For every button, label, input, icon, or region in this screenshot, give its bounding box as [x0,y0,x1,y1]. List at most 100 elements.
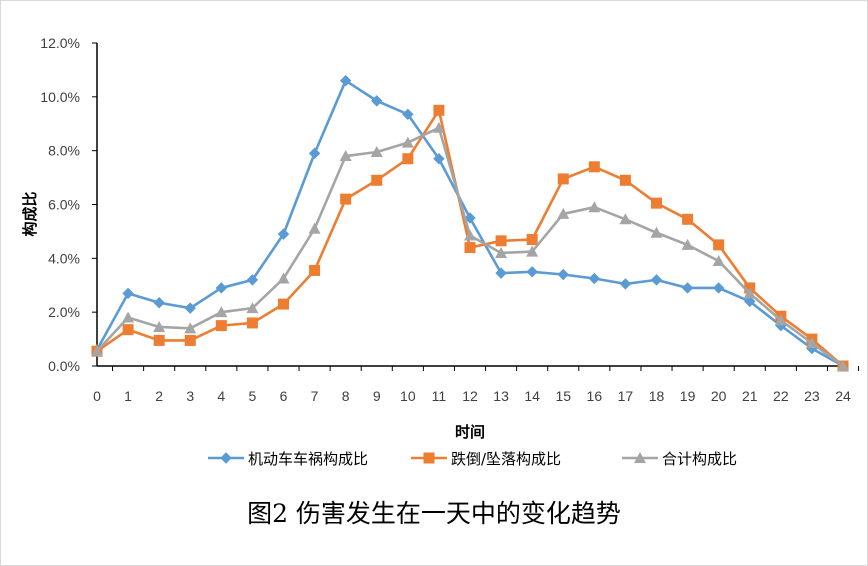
data-point [651,197,662,209]
legend-item: 机动车车祸构成比 [208,450,368,468]
data-point [619,278,632,290]
data-point [122,324,134,336]
x-tick-label: 11 [432,388,447,404]
x-tick-label: 2 [155,388,163,404]
data-point [215,282,228,294]
data-point [122,287,134,300]
x-tick-label: 12 [462,388,478,404]
data-point [557,268,569,281]
data-point [91,345,103,357]
data-point [557,173,569,185]
data-point [339,150,352,162]
series-layer [91,74,849,372]
legend-swatch-marker [634,452,646,463]
data-point [650,226,663,238]
data-point [277,272,290,284]
x-tick-label: 13 [493,388,509,404]
data-point [402,153,414,165]
x-tick-label: 3 [186,388,194,404]
x-tick-label: 24 [835,388,851,404]
data-point [681,282,694,294]
data-point [682,213,694,225]
data-point [805,337,818,349]
data-point [309,264,321,276]
data-point [588,161,600,173]
x-tick-label: 16 [587,388,603,404]
data-point [744,295,756,308]
data-point [743,287,756,299]
data-point [371,174,383,186]
y-tick-label: 2.0% [48,304,80,320]
data-point [153,297,165,309]
data-point [308,222,321,234]
series-1 [91,74,849,372]
y-axis-ticks: 0.0% 2.0% 4.0% 6.0% 8.0% 10.0% 12.0% [40,35,97,374]
x-tick-label: 23 [804,388,820,404]
data-point [774,314,787,326]
series-3 [91,121,849,371]
data-point [277,228,290,240]
data-point [246,274,259,286]
x-axis-title: 时间 [455,423,485,441]
y-tick-label: 10.0% [40,89,80,105]
x-tick-label: 22 [773,388,789,404]
figure-caption: 图2 伤害发生在一天中的变化趋势 [247,499,621,528]
data-point [184,322,197,334]
data-point [650,274,663,286]
data-point [464,212,476,224]
data-point [713,239,725,251]
legend-label: 合计构成比 [662,450,737,468]
legend-label: 机动车车祸构成比 [248,450,368,468]
data-point [153,334,165,346]
x-tick-label: 6 [280,388,288,404]
data-point [557,207,570,219]
x-tick-label: 15 [555,388,571,404]
x-tick-label: 10 [400,388,416,404]
data-point [526,233,538,245]
legend-swatch-marker [220,452,232,464]
y-tick-label: 12.0% [40,35,80,51]
data-point [246,317,258,329]
legend-swatch-marker [423,452,435,464]
legend-item: 合计构成比 [622,450,737,468]
data-point [464,242,476,254]
x-tick-label: 20 [711,388,727,404]
y-tick-label: 0.0% [48,358,80,374]
x-tick-label: 19 [680,388,696,404]
data-point [837,360,849,371]
legend-item: 跌倒/坠落构成比 [411,450,561,468]
x-tick-label: 7 [311,388,319,404]
data-point [588,201,601,213]
data-point [215,320,227,332]
y-tick-label: 8.0% [48,143,80,159]
x-tick-label: 18 [649,388,665,404]
y-tick-label: 4.0% [48,250,80,266]
x-tick-label: 0 [93,388,101,404]
data-point [371,95,383,107]
data-point [184,334,196,346]
chart-legend: 机动车车祸构成比 跌倒/坠落构成比 合计构成比 [208,450,737,468]
series-2 [91,104,849,372]
data-point [588,272,601,285]
data-point [184,302,196,314]
legend-label: 跌倒/坠落构成比 [451,450,561,468]
data-point [526,245,539,257]
data-point [122,311,135,323]
x-tick-label: 9 [373,388,381,404]
data-point [495,267,507,279]
data-point [712,282,725,294]
data-point [153,320,166,332]
data-point [464,229,476,241]
x-tick-label: 8 [342,388,350,404]
x-tick-label: 4 [217,388,225,404]
data-point [246,302,259,314]
data-point [712,255,725,267]
data-point [526,266,538,278]
data-point [402,108,414,121]
data-point [495,235,507,247]
x-tick-label: 21 [742,388,758,404]
data-point [433,104,445,116]
x-tick-label: 1 [124,388,132,404]
